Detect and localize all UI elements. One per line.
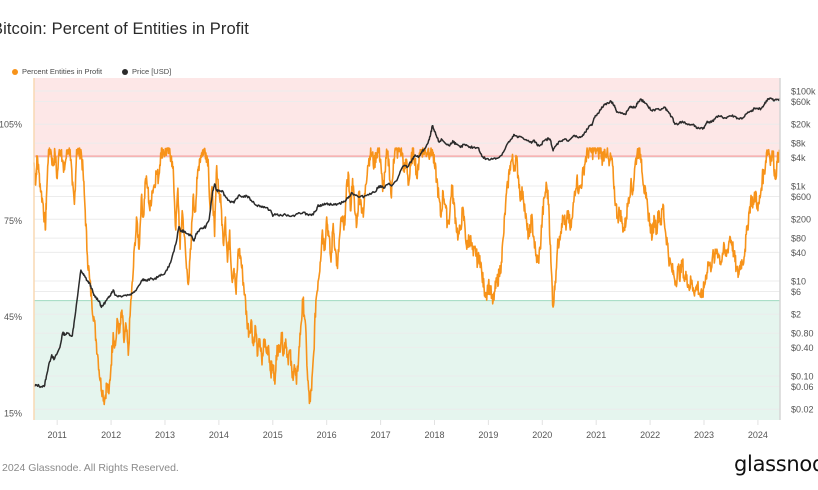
legend-dot-price-icon — [122, 68, 129, 75]
y-right-tick-label: $0.40 — [791, 343, 814, 353]
axes: 105% 75% 45% 15% $100k$60k $20k $8k $4k $1k$600 $… — [0, 78, 816, 440]
y-right-tick-label: $600 — [791, 192, 811, 202]
euphoria-zone — [34, 78, 780, 157]
legend-dot-profit-icon — [12, 68, 18, 75]
y-left-tick-label: 105% — [0, 120, 22, 130]
y-left-tick-label: 75% — [4, 216, 22, 226]
x-tick-label: 2014 — [209, 430, 229, 440]
legend-label-price: Price [USD] — [132, 67, 172, 76]
x-tick-label: 2012 — [101, 430, 121, 440]
x-tick-label: 2022 — [640, 430, 660, 440]
y-right-tick-label: $1k — [791, 182, 806, 192]
y-right-tick-label: $40 — [791, 248, 806, 258]
x-tick-label: 2015 — [263, 430, 283, 440]
x-tick-label: 2019 — [478, 430, 498, 440]
y-right-tick-label: $0.06 — [791, 382, 814, 392]
y-right-tick-label: $80 — [791, 234, 806, 244]
y-right-tick-label: $0.10 — [791, 372, 814, 382]
copyright-footer: 2024 Glassnode. All Rights Reserved. — [2, 462, 179, 474]
glassnode-logo: glassnode — [734, 452, 818, 476]
y-right-tick-label: $6 — [791, 287, 801, 297]
x-tick-label: 2021 — [586, 430, 606, 440]
y-right-tick-label: $20k — [791, 120, 811, 130]
y-right-tick-label: $0.02 — [791, 405, 814, 415]
chart-title: Bitcoin: Percent of Entities in Profit — [0, 20, 249, 38]
series-lines — [33, 97, 781, 406]
x-tick-label: 2016 — [317, 430, 337, 440]
series-line-price — [33, 97, 781, 389]
y-right-tick-label: $4k — [791, 153, 806, 163]
series-line-percent-in-profit — [33, 147, 781, 406]
y-right-tick-label: $10 — [791, 277, 806, 287]
y-right-tick-label: $200 — [791, 215, 811, 225]
legend-item-price[interactable]: Price [USD] — [122, 67, 171, 76]
legend: Percent Entities in Profit Price [USD] — [12, 67, 171, 76]
y-left-tick-label: 45% — [4, 312, 22, 322]
x-tick-label: 2024 — [748, 430, 768, 440]
y-right-tick-label: $100k — [791, 87, 816, 97]
x-tick-label: 2018 — [424, 430, 444, 440]
x-tick-label: 2013 — [155, 430, 175, 440]
y-right-tick-label: $0.80 — [791, 329, 814, 339]
legend-item-profit[interactable]: Percent Entities in Profit — [12, 67, 102, 76]
y-right-tick-label: $2 — [791, 310, 801, 320]
x-tick-label: 2017 — [371, 430, 391, 440]
y-right-tick-label: $60k — [791, 97, 811, 107]
threshold-lines — [34, 155, 780, 302]
legend-label-profit: Percent Entities in Profit — [22, 67, 103, 76]
gridlines — [34, 90, 780, 410]
x-tick-label: 2020 — [532, 430, 552, 440]
capitulation-zone — [34, 300, 780, 420]
x-tick-label: 2023 — [694, 430, 714, 440]
y-right-tick-label: $8k — [791, 139, 806, 149]
y-left-tick-label: 15% — [4, 409, 22, 419]
x-tick-label: 2011 — [47, 430, 66, 440]
